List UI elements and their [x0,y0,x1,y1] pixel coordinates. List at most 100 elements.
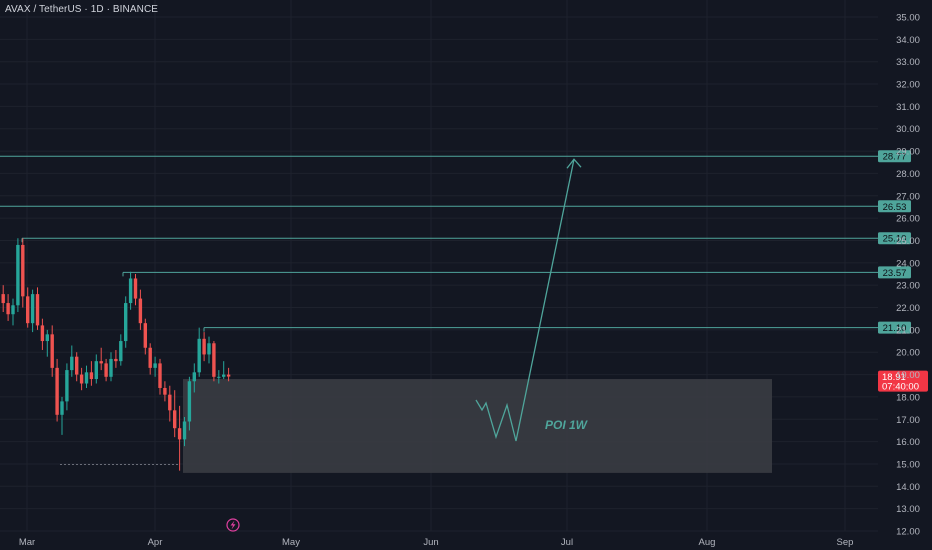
candle[interactable] [153,356,157,377]
candle[interactable] [197,327,201,377]
candle[interactable] [79,367,84,391]
candle-body [158,363,162,388]
candle[interactable] [177,405,182,471]
lightning-circle-icon[interactable] [226,518,240,532]
level-price-tag [878,232,911,245]
price-tick-label: 31.00 [896,102,920,113]
candle[interactable] [45,329,49,357]
candle[interactable] [99,347,103,371]
price-tick-label: 13.00 [896,504,920,515]
candle[interactable] [133,274,138,306]
candle[interactable] [6,294,10,321]
candle-body [6,303,10,315]
candle-body [30,294,35,324]
candle[interactable] [55,358,59,422]
candle-body [128,278,133,304]
candle[interactable] [89,361,94,386]
time-tick-label: Apr [148,537,163,548]
candle-body [207,343,211,355]
candle[interactable] [173,390,177,438]
candle[interactable] [104,358,108,382]
candle[interactable] [138,289,143,330]
candle[interactable] [30,289,35,333]
candle[interactable] [65,363,69,411]
candle[interactable] [163,381,167,402]
candle-body [197,338,201,373]
candle-body [1,294,5,304]
current-price-tag[interactable] [878,370,928,392]
candle[interactable] [114,349,118,368]
level-price-tag [878,321,911,334]
candle-body [173,410,177,429]
candle-body [133,278,138,299]
candle-body [192,372,196,382]
candle[interactable] [143,318,147,355]
symbol-title: AVAX / TetherUS · 1D · BINANCE [5,4,159,15]
candle[interactable] [222,361,226,380]
candle[interactable] [128,271,133,310]
candle[interactable] [109,352,113,382]
candle-body [143,323,147,348]
candle-body [50,334,54,368]
candle-body [222,374,226,377]
poi-zone[interactable] [183,379,772,473]
candle[interactable] [16,238,20,312]
candle[interactable] [35,287,40,330]
candle[interactable] [226,367,231,382]
candle-body [89,372,94,380]
candle[interactable] [202,332,206,362]
projection-path[interactable] [475,159,575,442]
candle[interactable] [212,341,216,382]
candle[interactable] [217,370,221,384]
poi-zone-group[interactable]: POI 1W [183,379,772,473]
candle-body [79,374,84,384]
price-tick-label: 32.00 [896,80,920,91]
candle-body [148,347,152,368]
symbol-header: AVAX / TetherUS · 1D · BINANCE [5,4,158,15]
price-axis[interactable]: 35.00 34.00 33.00 32.00 31.00 30.00 29.00 28.00… [896,13,920,538]
candle-body [11,305,15,315]
candle[interactable] [119,334,123,366]
candle[interactable] [158,358,162,395]
candle[interactable] [26,287,30,328]
candle[interactable] [84,365,89,388]
candle[interactable] [11,298,15,326]
candle-body [21,244,25,297]
candle[interactable] [94,354,98,384]
level-price-label: 28.77 [883,152,907,163]
candle[interactable] [207,336,211,364]
current-price-label: 18.91 [882,372,906,383]
projection-group[interactable] [475,158,582,442]
candle[interactable] [50,325,54,377]
candle[interactable] [21,238,25,308]
candles-group[interactable] [1,238,231,471]
candle[interactable] [1,285,5,312]
candle[interactable] [182,417,187,447]
candle-body [114,358,118,362]
candle[interactable] [60,396,64,435]
candle-body [55,367,59,415]
countdown-label: 07:40:00 [882,382,919,393]
candle[interactable] [75,352,79,382]
time-axis[interactable]: Mar Apr May Jun Jul Aug Sep [19,537,854,548]
candle-body [138,298,143,324]
candle[interactable] [192,363,196,393]
candle-body [182,421,187,440]
candle-body [177,428,182,440]
price-tick-label: 23.00 [896,281,920,292]
candle[interactable] [40,318,45,350]
projection-arrowhead [566,158,582,169]
candle[interactable] [168,385,172,422]
candle-body [26,296,30,324]
candle-body [75,356,79,375]
candle-body [104,363,108,377]
candle[interactable] [148,343,152,375]
candle-body [16,244,20,306]
candle[interactable] [187,376,192,431]
candle[interactable] [124,296,128,348]
price-tick-label: 34.00 [896,35,920,46]
time-tick-label: May [282,537,300,548]
candle[interactable] [70,345,74,377]
